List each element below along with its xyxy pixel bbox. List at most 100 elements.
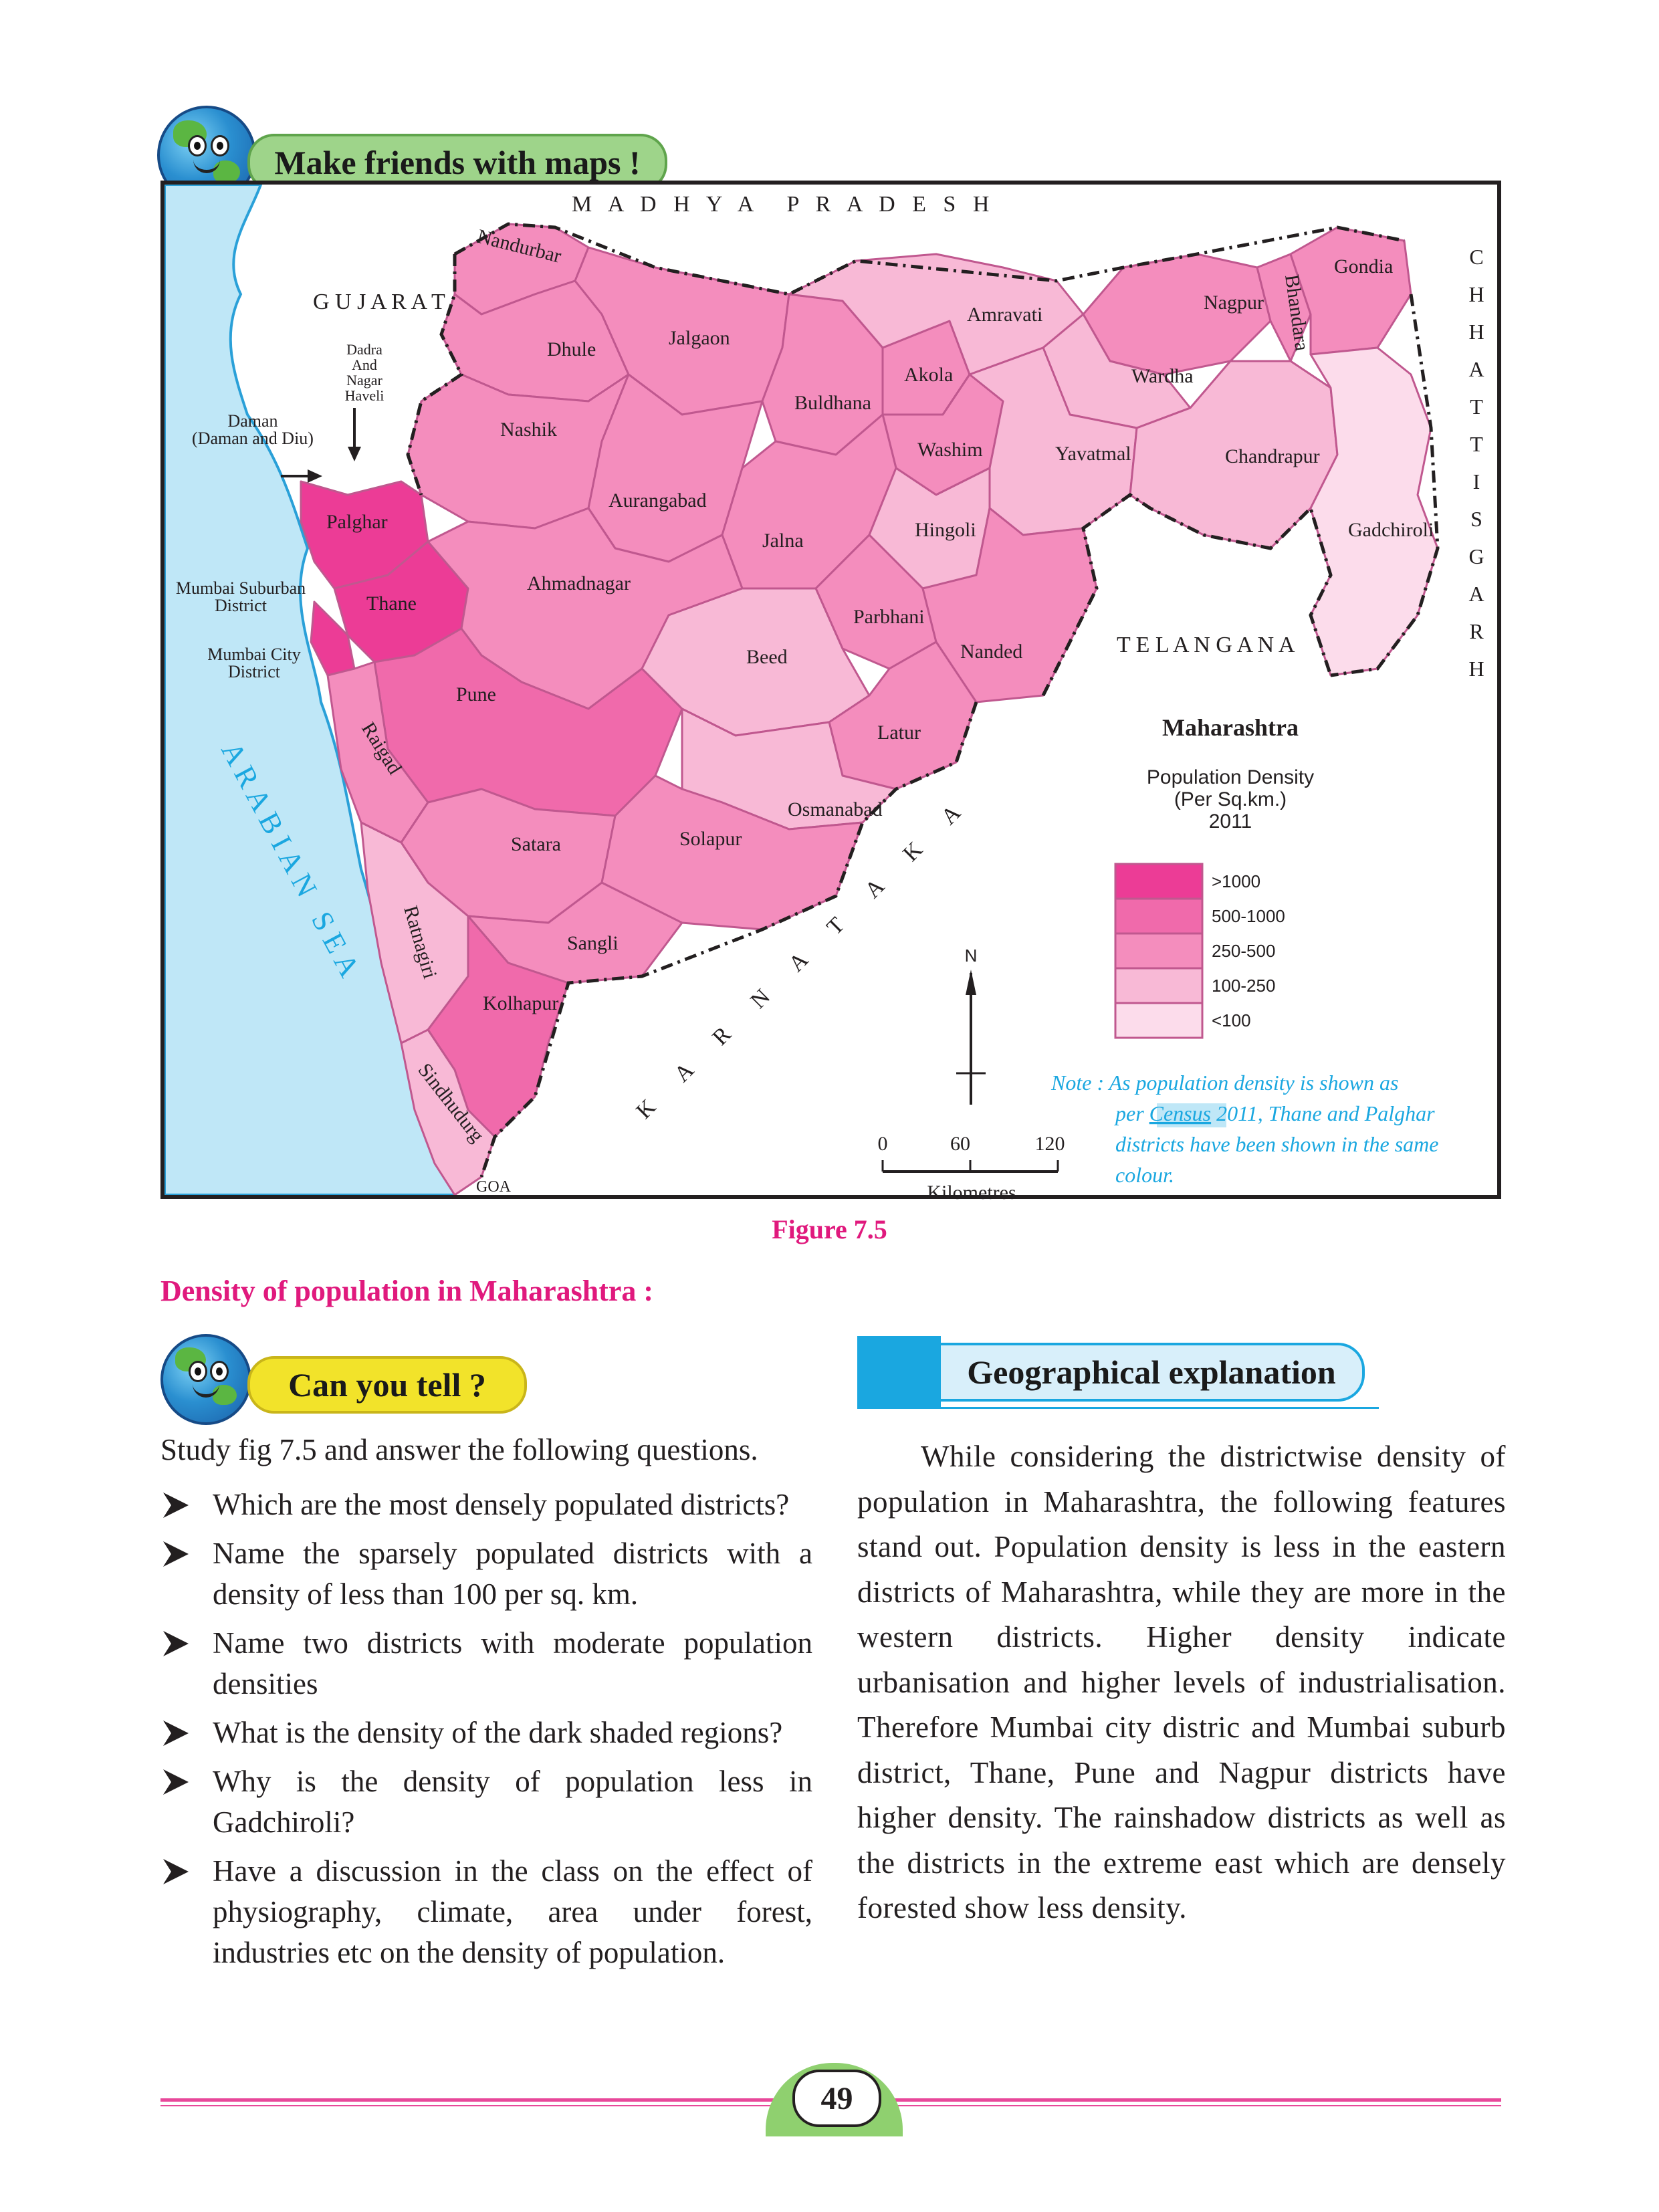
label-thane: Thane bbox=[366, 592, 417, 615]
label-jalgaon: Jalgaon bbox=[669, 327, 730, 349]
label-sangli: Sangli bbox=[567, 932, 619, 954]
legend-swatch bbox=[1114, 1002, 1204, 1039]
chhattisgarh-letter: A bbox=[1468, 357, 1484, 381]
note-line-3: districts have been shown in the same bbox=[1115, 1132, 1438, 1156]
question-2: Name the sparsely populated districts wi… bbox=[160, 1533, 812, 1615]
label-satara: Satara bbox=[511, 833, 561, 855]
label-hingoli: Hingoli bbox=[915, 519, 976, 541]
arrow-bullet-icon bbox=[163, 1859, 189, 1884]
question-5: Why is the density of population less in… bbox=[160, 1761, 812, 1843]
label-nanded: Nanded bbox=[960, 641, 1022, 663]
label-dadra-3: Nagar bbox=[346, 372, 382, 389]
question-4: What is the density of the dark shaded r… bbox=[160, 1712, 812, 1753]
label-gujarat: G U J A R A T bbox=[313, 290, 445, 314]
label-beed: Beed bbox=[746, 646, 788, 668]
label-gondia: Gondia bbox=[1334, 255, 1393, 278]
legend-swatch bbox=[1114, 863, 1204, 900]
label-yavatmal: Yavatmal bbox=[1055, 443, 1131, 465]
legend-swatch bbox=[1114, 932, 1204, 970]
label-washim: Washim bbox=[917, 439, 983, 461]
chhattisgarh-letter: T bbox=[1470, 432, 1483, 456]
district-sindhudurg bbox=[400, 1028, 496, 1195]
section-heading: Density of population in Maharashtra : bbox=[160, 1275, 654, 1307]
chhattisgarh-letter: R bbox=[1469, 619, 1484, 643]
geo-explanation-text: While considering the districtwise densi… bbox=[857, 1434, 1506, 1931]
north-arrow-icon bbox=[956, 970, 986, 1105]
legend-swatch bbox=[1114, 897, 1204, 935]
label-palghar: Palghar bbox=[326, 511, 388, 533]
legend-subtitle-2: (Per Sq.km.) bbox=[1174, 788, 1287, 810]
karnataka-letter: R bbox=[707, 1022, 736, 1050]
question-1: Which are the most densely populated dis… bbox=[160, 1484, 812, 1525]
note-line-1: Note : As population density is shown as bbox=[1050, 1071, 1398, 1095]
label-mumbai-suburban-2: District bbox=[215, 596, 267, 615]
arrow-bullet-icon bbox=[163, 1492, 189, 1518]
arrow-bullet-icon bbox=[163, 1769, 189, 1795]
geo-explanation-underline bbox=[857, 1407, 1379, 1409]
arrow-bullet-icon bbox=[163, 1721, 189, 1746]
note-line-2: per Census 2011, Thane and Palghar bbox=[1114, 1101, 1435, 1125]
label-solapur: Solapur bbox=[679, 828, 742, 850]
chhattisgarh-letter: H bbox=[1468, 657, 1484, 681]
geo-explanation-paragraph: While considering the districtwise densi… bbox=[857, 1440, 1506, 1924]
north-label: N bbox=[965, 946, 978, 966]
questions-intro: Study fig 7.5 and answer the following q… bbox=[160, 1433, 758, 1466]
label-dadra-4: Haveli bbox=[345, 387, 384, 404]
label-jalna: Jalna bbox=[762, 530, 804, 552]
karnataka-letter: K bbox=[898, 837, 927, 867]
karnataka-letter: A bbox=[669, 1058, 699, 1087]
label-dadra-2: And bbox=[352, 356, 377, 373]
label-ahmadnagar: Ahmadnagar bbox=[527, 572, 631, 594]
legend-label: 250-500 bbox=[1212, 941, 1275, 961]
globe-mascot-icon-2 bbox=[160, 1334, 251, 1425]
legend-title: Maharashtra bbox=[1162, 714, 1299, 741]
label-nagpur: Nagpur bbox=[1204, 292, 1264, 314]
chhattisgarh-letter: T bbox=[1470, 395, 1483, 419]
label-telangana: T E L A N G A N A bbox=[1117, 633, 1295, 657]
scale-bar bbox=[881, 1160, 1059, 1173]
district-bhandara bbox=[1256, 253, 1312, 362]
label-chandrapur: Chandrapur bbox=[1225, 445, 1320, 467]
label-buldhana: Buldhana bbox=[794, 392, 871, 414]
legend-label: 500-1000 bbox=[1212, 906, 1285, 926]
questions-list: Which are the most densely populated dis… bbox=[160, 1484, 812, 1981]
label-nashik: Nashik bbox=[500, 419, 557, 441]
question-3: Name two districts with moderate populat… bbox=[160, 1623, 812, 1704]
legend-subtitle-1: Population Density bbox=[1147, 766, 1314, 788]
label-latur: Latur bbox=[877, 722, 921, 744]
karnataka-letter: A bbox=[784, 948, 813, 977]
label-daman-1: Daman bbox=[227, 411, 278, 431]
label-mumbai-city-1: Mumbai City bbox=[207, 645, 300, 664]
label-gadchiroli: Gadchiroli bbox=[1348, 519, 1434, 541]
label-mumbai-city-2: District bbox=[228, 662, 281, 681]
legend-subtitle-3: 2011 bbox=[1209, 810, 1252, 833]
geo-explanation-accent bbox=[857, 1336, 941, 1408]
note-line-4: colour. bbox=[1115, 1163, 1174, 1187]
label-daman-2: (Daman and Diu) bbox=[192, 429, 314, 448]
chhattisgarh-letter: H bbox=[1468, 282, 1484, 306]
label-goa: GOA bbox=[476, 1178, 512, 1196]
geographical-explanation-badge: Geographical explanation bbox=[941, 1343, 1365, 1402]
label-dadra-1: Dadra bbox=[346, 341, 382, 358]
arrow-bullet-icon bbox=[163, 1631, 189, 1656]
scale-unit: Kilometres bbox=[927, 1182, 1016, 1204]
figure-caption: Figure 7.5 bbox=[772, 1214, 887, 1244]
scale-tick-120: 120 bbox=[1035, 1133, 1065, 1155]
chhattisgarh-letter: S bbox=[1470, 507, 1482, 531]
scale-tick-60: 60 bbox=[950, 1133, 970, 1155]
label-pune: Pune bbox=[456, 683, 496, 705]
legend-label: 100-250 bbox=[1212, 976, 1275, 996]
label-dhule: Dhule bbox=[547, 338, 596, 360]
label-osmanabad: Osmanabad bbox=[788, 798, 883, 820]
karnataka-letter: N bbox=[746, 984, 775, 1014]
label-madhya-pradesh: M A D H Y A P R A D E S H bbox=[572, 192, 989, 217]
chhattisgarh-letter: I bbox=[1473, 469, 1480, 493]
arrow-bullet-icon bbox=[163, 1541, 189, 1567]
karnataka-letter: T bbox=[822, 913, 849, 940]
legend-label: <100 bbox=[1212, 1010, 1251, 1030]
label-wardha: Wardha bbox=[1131, 365, 1194, 387]
label-aurangabad: Aurangabad bbox=[609, 489, 707, 512]
karnataka-letter: A bbox=[936, 800, 966, 830]
chhattisgarh-letter: C bbox=[1469, 245, 1483, 269]
